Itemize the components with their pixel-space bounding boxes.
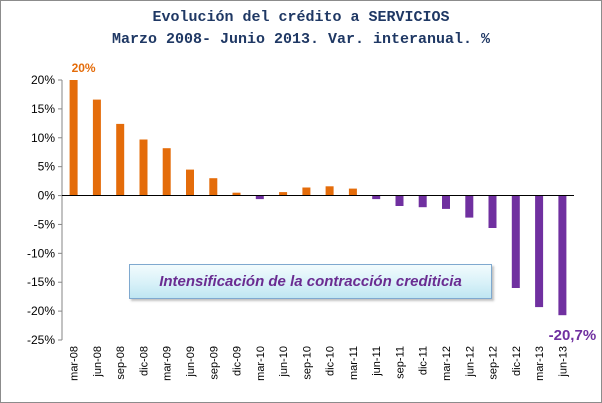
bar [186, 169, 194, 196]
x-tick-label: jun-12 [464, 346, 476, 378]
chart-title: Evolución del crédito a SERVICIOS [152, 9, 450, 26]
x-tick-label: mar-08 [69, 346, 81, 381]
x-tick-label: dic-12 [511, 346, 523, 376]
bar-series [69, 80, 567, 316]
bar [116, 123, 125, 196]
x-tick-label: dic-09 [232, 346, 244, 376]
y-axis: 20% 15% 10% 5% 0% -5% -10% -15% -20% -25% [27, 73, 63, 347]
x-tick-label: mar-10 [255, 346, 267, 381]
annotation-text: Intensificación de la contracción credit… [159, 273, 462, 290]
y-tick-label: -20% [27, 304, 55, 318]
x-tick-label: jun-11 [371, 346, 383, 377]
x-tick-label: sep-12 [488, 346, 500, 380]
bar [465, 195, 474, 218]
bar [442, 195, 450, 209]
bar [232, 192, 241, 196]
x-tick-label: dic-08 [139, 346, 151, 376]
x-axis: mar-08 jun-08 sep-08 dic-08 mar-09 jun-09 sep-… [62, 195, 574, 381]
bar [372, 195, 381, 200]
bar [302, 187, 311, 196]
x-tick-label: dic-11 [418, 346, 430, 375]
x-tick-label: sep-08 [115, 346, 127, 380]
bar [209, 178, 218, 196]
bar [395, 195, 404, 206]
y-tick-label: 5% [38, 160, 56, 174]
x-tick-label: mar-11 [348, 346, 360, 380]
x-tick-label: sep-11 [395, 346, 407, 379]
y-tick-label: 20% [31, 73, 55, 87]
x-tick-label: jun-10 [278, 346, 290, 378]
bar [92, 99, 101, 196]
bar [139, 139, 148, 196]
y-tick-label: -15% [27, 275, 55, 289]
bar [535, 195, 544, 308]
bar [162, 148, 171, 196]
bar [325, 186, 334, 196]
x-tick-label: mar-12 [441, 346, 453, 381]
x-tick-label: jun-09 [185, 346, 197, 378]
bar [69, 80, 78, 196]
y-tick-label: 15% [31, 102, 55, 116]
x-tick-label: sep-10 [301, 346, 313, 380]
y-tick-label: -10% [27, 246, 55, 260]
bar [255, 195, 264, 200]
bar [558, 195, 567, 316]
data-labels: 20% -20,7% [72, 61, 597, 344]
y-tick-label: 0% [38, 189, 56, 203]
bar [279, 192, 288, 196]
x-tick-label: dic-10 [325, 346, 337, 376]
data-label: -20,7% [549, 327, 597, 344]
bar [511, 195, 520, 288]
x-tick-label: sep-09 [208, 346, 220, 380]
y-tick-label: 10% [31, 131, 55, 145]
y-tick-label: -25% [27, 333, 55, 347]
chart-subtitle: Marzo 2008- Junio 2013. Var. interanual.… [111, 31, 491, 48]
annotation-box: Intensificación de la contracción credit… [129, 264, 492, 299]
x-tick-label: jun-08 [92, 346, 104, 378]
x-tick-label: mar-13 [534, 346, 546, 381]
bar [348, 188, 357, 196]
bar [488, 195, 497, 228]
data-label: 20% [72, 61, 96, 75]
y-tick-label: -5% [34, 217, 56, 231]
x-tick-label: mar-09 [162, 346, 174, 381]
bar [418, 195, 427, 208]
x-tick-label: jun-13 [557, 346, 569, 378]
